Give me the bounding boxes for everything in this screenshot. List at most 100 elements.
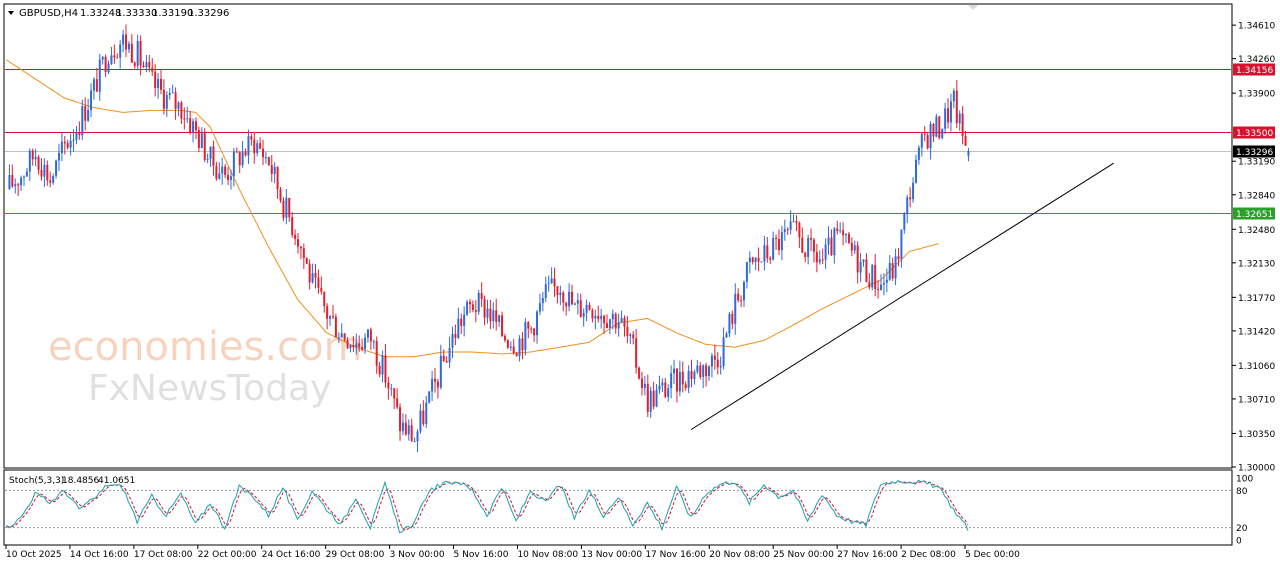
candle bbox=[431, 370, 434, 401]
candle bbox=[442, 349, 445, 362]
level-label-text: 1.34156 bbox=[1236, 66, 1273, 76]
candle-body bbox=[384, 355, 387, 383]
scroll-marker-icon[interactable] bbox=[968, 5, 978, 10]
candle bbox=[731, 310, 734, 330]
candle bbox=[786, 227, 789, 236]
candle-body bbox=[786, 229, 789, 231]
price-tick-label: 1.32130 bbox=[1238, 259, 1275, 269]
candle bbox=[136, 34, 139, 71]
candle bbox=[506, 339, 509, 350]
candle-body bbox=[194, 121, 197, 131]
candle-body bbox=[603, 315, 606, 324]
candle bbox=[605, 314, 608, 329]
candle-body bbox=[419, 410, 422, 432]
candle bbox=[396, 388, 399, 410]
candle-body bbox=[349, 344, 352, 349]
candle-body bbox=[821, 259, 824, 261]
candle bbox=[340, 323, 343, 338]
candle-body bbox=[705, 365, 708, 377]
candle bbox=[751, 256, 754, 265]
candle-body bbox=[232, 151, 235, 177]
candle bbox=[63, 135, 66, 155]
candle-body bbox=[780, 232, 783, 251]
candle-body bbox=[17, 184, 20, 186]
candle bbox=[457, 307, 460, 339]
candle-body bbox=[157, 78, 160, 88]
candle-body bbox=[116, 57, 119, 59]
candle-body bbox=[673, 368, 676, 374]
candle bbox=[912, 177, 915, 203]
candle bbox=[810, 228, 813, 252]
candle bbox=[291, 212, 294, 238]
candle-body bbox=[113, 55, 116, 58]
time-tick-label: 10 Nov 08:00 bbox=[517, 550, 578, 560]
candle bbox=[932, 122, 935, 143]
candle bbox=[25, 168, 28, 177]
candle bbox=[483, 295, 486, 326]
time-axis: 10 Oct 2025 14 Oct 16:00 17 Oct 08:00 22 Oc… bbox=[5, 545, 1020, 560]
candle-body bbox=[495, 310, 498, 322]
candle-body bbox=[777, 238, 780, 251]
candle-body bbox=[375, 341, 378, 366]
candle-body bbox=[839, 230, 842, 232]
level-label-text: 1.33296 bbox=[1236, 148, 1273, 158]
candle-body bbox=[658, 385, 661, 390]
candle-body bbox=[900, 229, 903, 260]
candle-body bbox=[37, 156, 40, 170]
candle-body bbox=[772, 237, 775, 260]
candle bbox=[235, 147, 238, 153]
candle bbox=[168, 88, 171, 100]
trendline-group[interactable] bbox=[690, 162, 1114, 431]
candle-body bbox=[521, 338, 524, 351]
candle-body bbox=[57, 153, 60, 161]
candle-body bbox=[740, 300, 743, 302]
candle bbox=[503, 333, 506, 343]
candle bbox=[594, 309, 597, 330]
candle bbox=[617, 313, 620, 337]
candle-body bbox=[346, 340, 349, 349]
candles bbox=[8, 24, 970, 453]
candle bbox=[151, 57, 154, 76]
watermark: economies.com FxNewsToday bbox=[48, 324, 363, 409]
candle bbox=[84, 97, 87, 131]
ascending-trendline[interactable] bbox=[690, 162, 1114, 431]
header-dropdown-icon[interactable] bbox=[8, 11, 14, 15]
candle bbox=[203, 128, 206, 163]
candle-body bbox=[337, 337, 340, 339]
candle bbox=[888, 254, 891, 281]
candle-body bbox=[340, 333, 343, 338]
candle-body bbox=[69, 140, 72, 148]
candle bbox=[75, 126, 78, 145]
candle-body bbox=[192, 121, 195, 133]
candle-body bbox=[471, 304, 474, 311]
candle bbox=[90, 83, 93, 118]
candle bbox=[425, 395, 428, 429]
candle-body bbox=[932, 124, 935, 137]
candle-body bbox=[853, 245, 856, 251]
candle bbox=[603, 314, 606, 334]
candle-body bbox=[708, 366, 711, 377]
candle-body bbox=[22, 176, 25, 178]
candle-body bbox=[372, 341, 375, 343]
candle bbox=[434, 367, 437, 393]
candle bbox=[474, 300, 477, 323]
price-tick-label: 1.33190 bbox=[1238, 158, 1275, 168]
candle-body bbox=[541, 298, 544, 304]
candle-body bbox=[897, 256, 900, 260]
candle bbox=[815, 244, 818, 273]
candle bbox=[897, 247, 900, 267]
candle-body bbox=[693, 371, 696, 379]
candle-body bbox=[538, 303, 541, 312]
candle-body bbox=[139, 41, 142, 66]
candle bbox=[11, 164, 14, 188]
candle bbox=[495, 298, 498, 331]
candle bbox=[416, 429, 419, 453]
candle bbox=[229, 169, 232, 190]
candle-body bbox=[474, 310, 477, 312]
candle-body bbox=[212, 146, 215, 166]
header-high: 1.33330 bbox=[116, 8, 157, 19]
candle bbox=[314, 263, 317, 289]
candle-body bbox=[830, 237, 833, 256]
